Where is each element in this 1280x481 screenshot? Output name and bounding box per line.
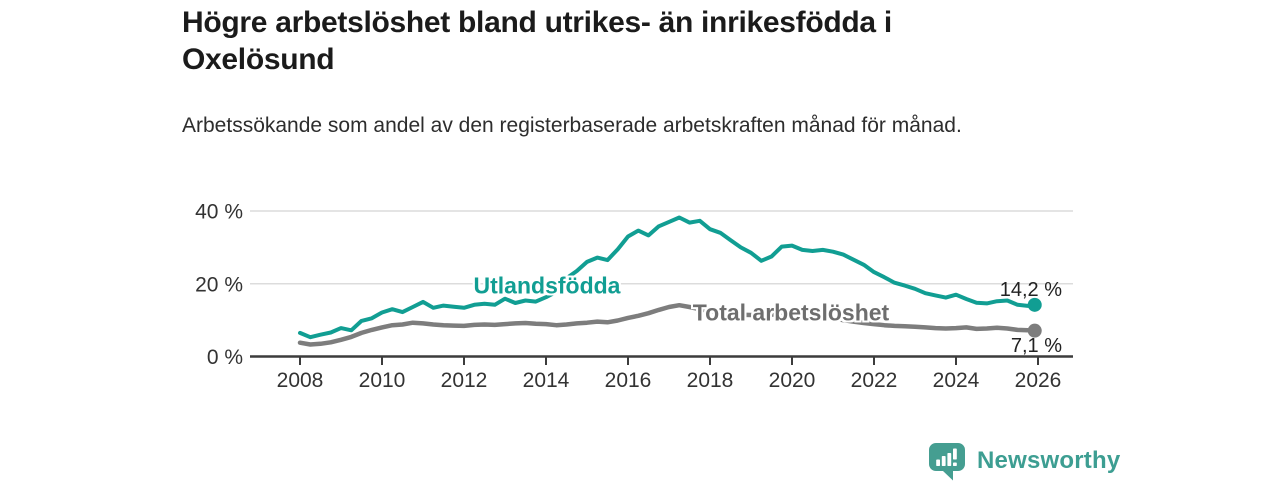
x-tick-label-2024: 2024 xyxy=(933,369,980,392)
series-line-0 xyxy=(298,215,1037,340)
x-tick-label-2008: 2008 xyxy=(277,369,324,392)
x-tick-label-2016: 2016 xyxy=(605,369,652,392)
x-tick-label-2014: 2014 xyxy=(523,369,570,392)
x-tick-label-2012: 2012 xyxy=(441,369,488,392)
x-tick-label-2010: 2010 xyxy=(359,369,406,392)
y-tick-label-20: 20 % xyxy=(195,273,243,296)
chart-subtitle: Arbetssökande som andel av den registerb… xyxy=(182,114,962,137)
y-tick-label-40: 40 % xyxy=(195,201,243,224)
newsworthy-icon xyxy=(929,442,965,480)
y-tick-label-0: 0 % xyxy=(207,346,243,369)
x-tick-label-2020: 2020 xyxy=(769,369,816,392)
end-value-utlandsfodda: 14,2 % xyxy=(999,279,1062,301)
x-tick-label-2026: 2026 xyxy=(1015,369,1062,392)
x-tick-label-2022: 2022 xyxy=(851,369,898,392)
chart-title: Högre arbetslöshet bland utrikes- än inr… xyxy=(182,6,892,76)
newsworthy-logo[interactable]: Newsworthy xyxy=(928,441,1120,481)
x-tick-label-2018: 2018 xyxy=(687,369,734,392)
end-value-total-arbetsloshet: 7,1 % xyxy=(1010,335,1062,357)
series-label-total-arbetsloshet: Total arbetslöshet xyxy=(692,299,890,326)
series-label-utlandsfodda: Utlandsfödda xyxy=(473,272,621,299)
newsworthy-wordmark: Newsworthy xyxy=(977,447,1121,474)
series-line-1 xyxy=(297,302,1037,347)
